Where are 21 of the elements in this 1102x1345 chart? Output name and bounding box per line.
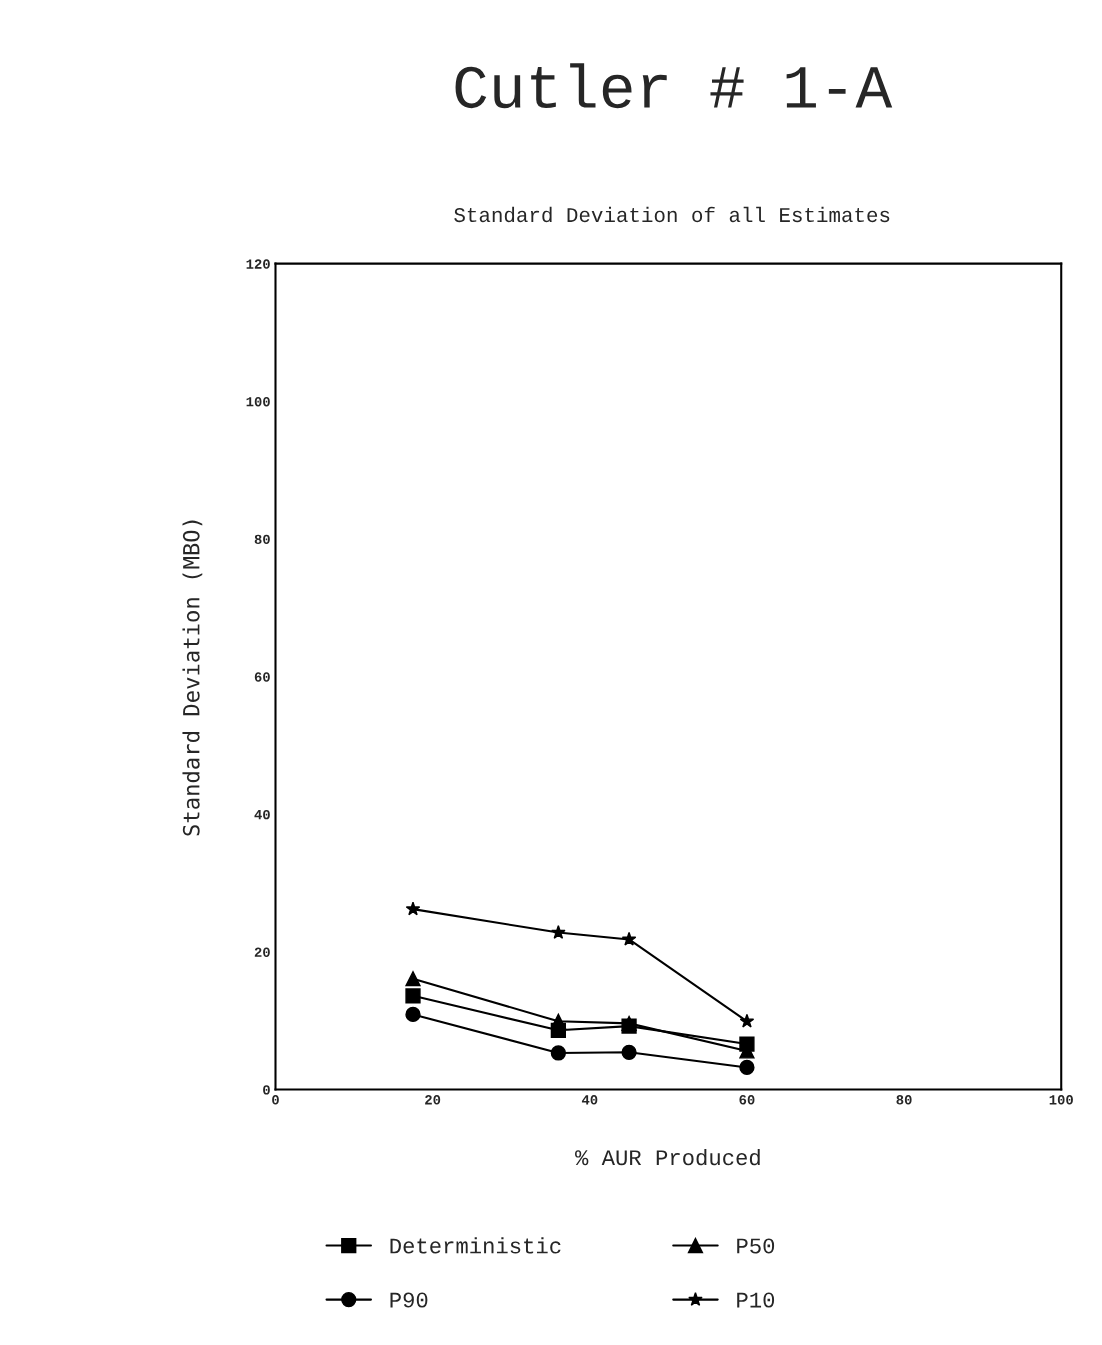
x-axis-title: % AUR Produced bbox=[575, 1148, 760, 1166]
legend-label: P90 bbox=[390, 1292, 428, 1308]
x-tick-label: 80 bbox=[896, 1095, 912, 1105]
legend-label: P50 bbox=[737, 1238, 775, 1254]
x-tick-label: 60 bbox=[739, 1095, 755, 1105]
x-tick-label: 100 bbox=[1049, 1095, 1073, 1105]
y-tick-label: 100 bbox=[246, 397, 270, 407]
x-tick-label: 40 bbox=[581, 1095, 598, 1105]
y-tick-label: 80 bbox=[254, 534, 270, 545]
y-tick-label: 60 bbox=[254, 672, 270, 682]
x-tick-label: 20 bbox=[425, 1095, 441, 1105]
y-tick-label: 0 bbox=[263, 1085, 270, 1095]
chart-subtitle: Standard Deviation of all Estimates bbox=[454, 206, 890, 223]
x-tick-label: 0 bbox=[272, 1095, 279, 1105]
y-tick-label: 120 bbox=[246, 259, 270, 269]
y-tick-label: 40 bbox=[254, 809, 270, 820]
y-tick-label: 20 bbox=[254, 947, 270, 957]
legend-label: Deterministic bbox=[390, 1237, 561, 1254]
legend-label: P10 bbox=[737, 1292, 775, 1308]
y-axis-title: Standard Deviation (MBO) bbox=[182, 520, 203, 836]
chart-title: Cutler # 1-A bbox=[455, 63, 893, 109]
